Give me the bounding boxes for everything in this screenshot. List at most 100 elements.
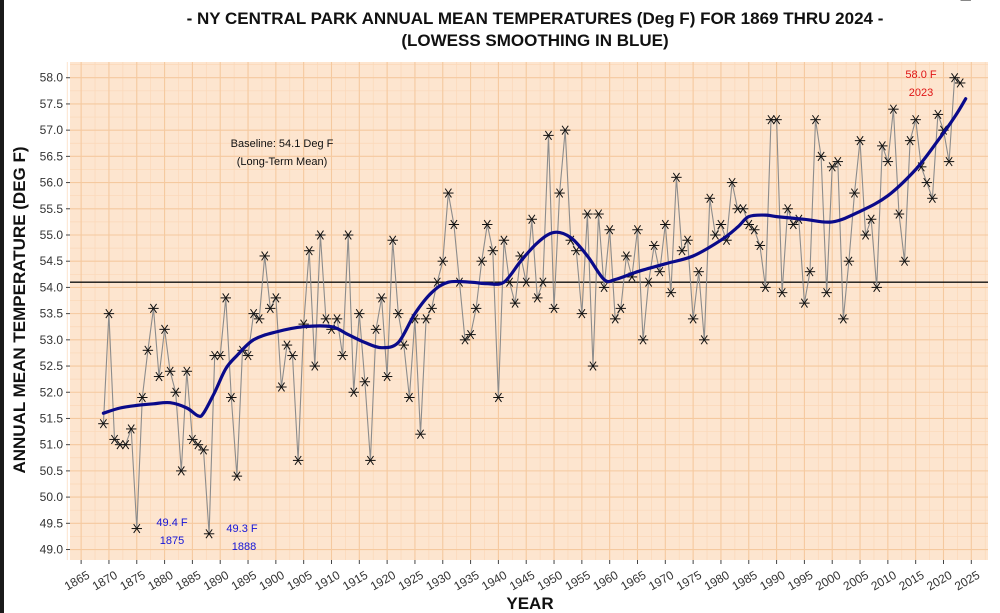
data-point-marker	[827, 162, 838, 172]
data-point-marker	[693, 266, 704, 277]
data-point-marker	[259, 251, 270, 261]
y-axis-ticks: 49.0 49.5 50.0 50.5 51.0 51.5 52.0 52.5 53.0 53.5…	[40, 71, 70, 557]
data-point-marker	[665, 287, 677, 298]
data-point-marker	[459, 335, 471, 345]
data-point-marker	[548, 303, 560, 314]
x-tick-label: 1900	[257, 568, 287, 594]
data-point-marker	[726, 177, 738, 188]
data-point-marker	[521, 277, 532, 287]
data-point-marker	[281, 340, 293, 350]
x-tick-label: 1935	[451, 568, 481, 594]
x-tick-label: 1985	[730, 568, 760, 594]
data-point-marker	[137, 392, 148, 403]
minor-grid	[66, 62, 988, 560]
data-point-marker	[415, 429, 426, 439]
y-tick-label: 52.0	[40, 385, 64, 399]
data-point-marker	[159, 324, 170, 335]
y-tick-label: 54.5	[40, 254, 64, 268]
data-point-marker	[754, 240, 766, 251]
data-point-marker	[404, 392, 415, 403]
x-tick-label: 2010	[869, 568, 899, 594]
data-point-marker	[270, 293, 282, 303]
data-point-marker	[226, 392, 237, 403]
data-point-marker	[554, 188, 565, 198]
data-point-marker	[954, 78, 966, 88]
x-tick-label: 1940	[479, 568, 509, 594]
data-point-marker	[476, 256, 487, 266]
min-1888-temp-label: 49.3 F	[226, 523, 257, 535]
data-point-marker	[393, 308, 404, 319]
data-point-marker	[699, 335, 710, 345]
y-tick-label: 57.5	[40, 97, 64, 111]
y-tick-label: 57.0	[40, 123, 64, 137]
data-point-marker	[493, 392, 504, 403]
x-tick-label: 1885	[173, 568, 203, 594]
data-point-marker	[888, 104, 899, 114]
baseline-sublabel: (Long-Term Mean)	[237, 156, 327, 168]
data-point-marker	[342, 230, 354, 240]
x-tick-label: 1865	[62, 568, 92, 594]
data-point-marker	[799, 298, 810, 308]
data-point-marker	[643, 277, 654, 287]
x-tick-label: 1890	[201, 568, 231, 594]
data-point-marker	[120, 439, 131, 450]
data-point-marker	[242, 350, 254, 361]
data-point-marker	[637, 335, 649, 345]
data-point-marker	[376, 293, 387, 303]
y-tick-label: 50.0	[40, 490, 64, 504]
data-point-marker	[153, 371, 165, 382]
data-point-marker	[604, 225, 615, 235]
data-point-marker	[304, 246, 315, 256]
data-point-marker	[927, 193, 938, 204]
data-point-marker	[465, 329, 476, 340]
chart-title: - NY CENTRAL PARK ANNUAL MEAN TEMPERATUR…	[186, 9, 884, 28]
data-point-marker	[949, 73, 960, 83]
data-point-marker	[198, 445, 209, 455]
data-point-marker	[370, 324, 382, 335]
data-point-marker	[448, 219, 460, 230]
x-tick-label: 1880	[145, 568, 175, 594]
y-tick-label: 55.0	[40, 228, 64, 242]
y-tick-label: 51.0	[40, 438, 64, 452]
x-tick-label: 1875	[118, 568, 148, 594]
data-point-marker	[181, 366, 193, 376]
x-tick-label: 1910	[312, 568, 342, 594]
data-point-marker	[571, 246, 582, 256]
data-point-marker	[743, 219, 754, 230]
data-point-marker	[365, 455, 376, 466]
max-2023-year-label: 2023	[909, 87, 933, 99]
max-2023-temp-label: 58.0 F	[905, 69, 936, 81]
data-point-marker	[871, 282, 882, 293]
data-point-marker	[537, 277, 549, 287]
x-tick-label: 2005	[841, 568, 871, 594]
data-point-marker	[126, 424, 137, 434]
y-tick-label: 54.0	[40, 280, 64, 294]
y-tick-label: 55.5	[40, 202, 64, 216]
data-point-marker	[860, 230, 871, 240]
data-point-marker	[582, 209, 593, 219]
y-tick-label: 53.5	[40, 307, 64, 321]
data-point-marker	[610, 314, 621, 324]
min-1888-year-label: 1888	[232, 541, 256, 553]
data-point-marker	[215, 350, 226, 361]
data-point-marker	[832, 156, 843, 167]
data-point-marker	[910, 114, 921, 125]
data-point-marker	[359, 377, 371, 387]
data-point-marker	[598, 282, 610, 293]
data-point-marker	[487, 246, 499, 256]
data-point-marker	[98, 418, 109, 429]
data-point-marker	[470, 303, 482, 314]
data-point-marker	[788, 219, 799, 230]
data-point-marker	[877, 141, 888, 151]
x-tick-label: 1905	[284, 568, 314, 594]
data-point-marker	[348, 387, 359, 397]
data-point-marker	[838, 314, 849, 324]
data-point-marker	[315, 230, 326, 240]
x-tick-label: 1990	[757, 568, 787, 594]
x-tick-label: 1915	[340, 568, 370, 594]
data-point-marker	[654, 266, 665, 277]
x-tick-label: 1995	[785, 568, 815, 594]
data-point-marker	[532, 293, 543, 303]
x-tick-label: 1925	[396, 568, 426, 594]
data-point-marker	[615, 303, 626, 314]
